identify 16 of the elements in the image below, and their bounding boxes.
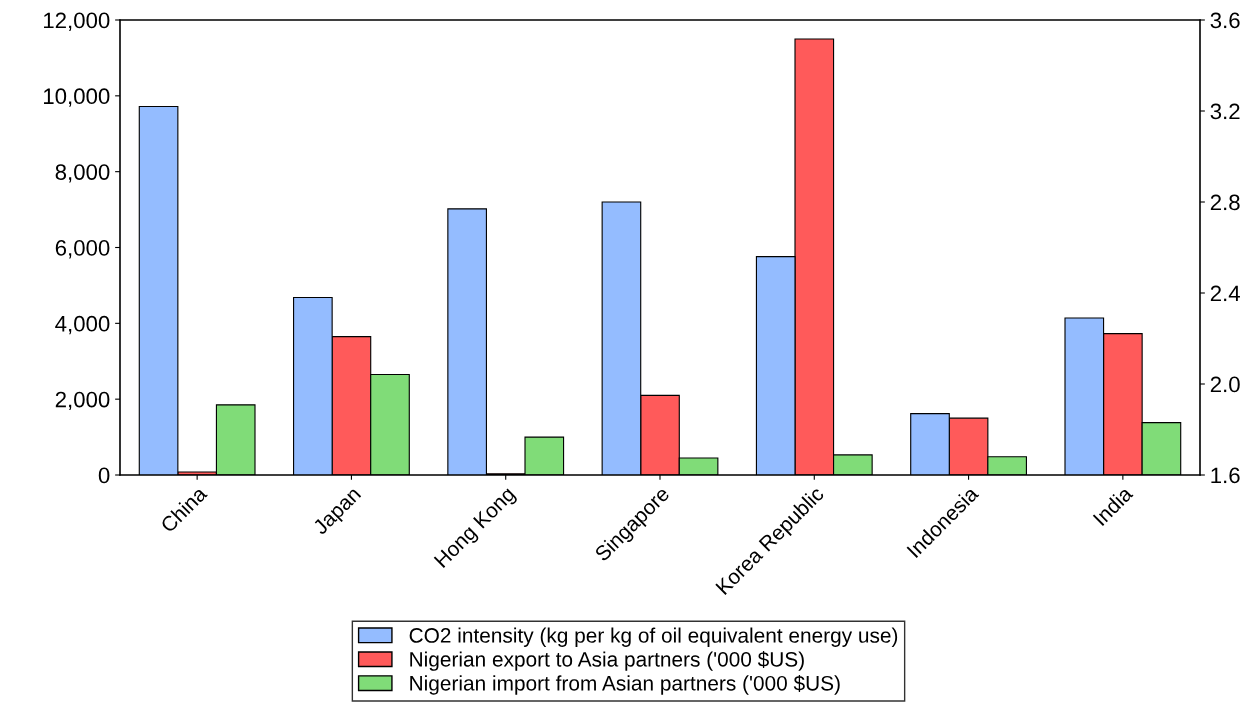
y2-tick-label: 2.8: [1210, 194, 1240, 211]
y-tick-label: 10,000: [44, 88, 110, 107]
y2-tick-label: 3.6: [1210, 12, 1240, 29]
legend-label: CO2 intensity (kg per kg of oil equivalent energy use): [409, 627, 898, 647]
y2-tick-label: 2.4: [1210, 285, 1240, 302]
y2-tick-label: 3.2: [1210, 103, 1240, 120]
legend-label: Nigerian export to Asia partners ('000 $US): [410, 651, 804, 671]
y-tick-label: 4,000: [55, 315, 110, 335]
y-tick-label: 2,000: [55, 391, 110, 411]
y-tick-label: 0: [98, 467, 110, 484]
y2-tick-label: 2.0: [1210, 376, 1240, 393]
y-tick-label: 6,000: [55, 240, 110, 259]
y-tick-label: 12,000: [44, 12, 110, 31]
y-tick-label: 8,000: [55, 164, 110, 183]
legend-label: Nigerian import from Asian partners ('000 $US): [410, 675, 840, 695]
y2-tick-label: 1.6: [1211, 467, 1240, 484]
